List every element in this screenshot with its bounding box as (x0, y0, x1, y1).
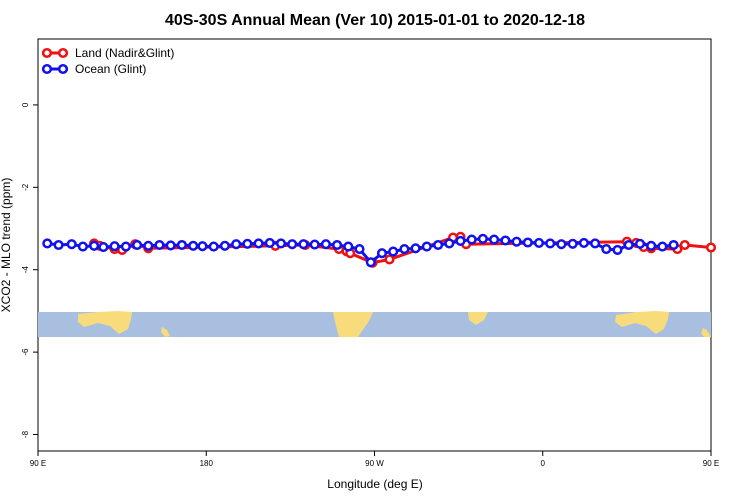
land-south-america (333, 312, 373, 337)
data-point-ocean (612, 244, 623, 255)
data-point-ocean (66, 239, 77, 250)
data-point-ocean (332, 239, 343, 251)
x-axis-label: Longitude (deg E) (327, 477, 422, 491)
x-tick-label: 90 W (365, 459, 384, 468)
axes: 90 E 180 90 W 0 90 E 0 -2 -4 -6 -8 (21, 102, 719, 468)
data-point-ocean (165, 240, 176, 251)
legend-marker-ocean (41, 63, 53, 75)
data-point-ocean (634, 238, 646, 249)
data-point-ocean (197, 241, 208, 252)
data-point-ocean (668, 239, 679, 251)
data-point-ocean (601, 244, 612, 255)
data-point-ocean (309, 239, 320, 250)
data-point-ocean (132, 239, 143, 251)
data-point-ocean (376, 248, 388, 259)
legend-marker-land (57, 47, 69, 59)
data-point-ocean (578, 237, 589, 248)
data-point-ocean (343, 241, 354, 252)
data-point-land (679, 239, 690, 251)
y-tick-label: -8 (21, 430, 30, 438)
y-tick-label: -4 (21, 266, 30, 274)
data-point-ocean (253, 238, 264, 249)
data-point-ocean (489, 234, 500, 245)
data-point-ocean (120, 241, 131, 252)
x-tick-label: 0 (541, 459, 546, 468)
legend-marker-ocean (57, 63, 69, 75)
data-point-ocean (646, 240, 657, 251)
data-point-ocean (623, 239, 634, 251)
y-tick-label: -2 (21, 183, 30, 191)
series-ocean (42, 233, 679, 268)
data-point-ocean (365, 257, 376, 268)
data-point-ocean (143, 240, 154, 251)
data-point-ocean (298, 239, 309, 250)
data-point-ocean (657, 241, 668, 252)
land-south-africa (468, 312, 488, 325)
data-point-ocean (354, 244, 365, 255)
data-point-ocean (231, 239, 242, 250)
data-point-ocean (500, 235, 511, 246)
land-australia-east (615, 311, 669, 334)
data-point-ocean (421, 241, 432, 252)
data-point-ocean (287, 239, 298, 250)
data-point-ocean (433, 239, 444, 251)
data-point-ocean (522, 237, 533, 248)
data-point-ocean (466, 234, 477, 245)
data-point-ocean (511, 236, 522, 247)
data-point-ocean (77, 241, 88, 252)
data-point-ocean (320, 239, 331, 250)
data-point-ocean (154, 239, 165, 251)
data-point-ocean (590, 238, 601, 249)
y-tick-label: -6 (21, 348, 30, 356)
data-point-ocean (98, 242, 109, 253)
data-point-ocean (176, 239, 187, 251)
data-point-ocean (109, 241, 120, 252)
data-point-ocean (477, 233, 488, 244)
data-point-ocean (42, 238, 53, 249)
data-point-ocean (89, 240, 100, 251)
map-ocean (38, 312, 711, 337)
data-point-ocean (545, 238, 556, 249)
legend-marker-land (41, 47, 53, 59)
data-point-ocean (242, 238, 253, 249)
data-point-ocean (567, 238, 578, 249)
data-point-ocean (388, 246, 399, 257)
data-point-ocean (53, 239, 64, 251)
x-tick-label: 90 E (703, 459, 719, 468)
data-point-ocean (219, 240, 230, 251)
data-point-ocean (275, 238, 287, 249)
chart-title: 40S-30S Annual Mean (Ver 10) 2015-01-01 … (165, 12, 585, 29)
data-point-ocean (455, 235, 466, 246)
data-point-ocean (556, 239, 567, 250)
data-point-ocean (208, 241, 219, 252)
legend-label-land: Land (Nadir&Glint) (75, 46, 174, 60)
data-point-ocean (399, 244, 410, 255)
legend-label-ocean: Ocean (Glint) (75, 62, 146, 76)
x-tick-label: 180 (200, 459, 214, 468)
data-point-ocean (444, 238, 455, 249)
legend: Land (Nadir&Glint) Ocean (Glint) (41, 46, 174, 76)
land-new-zealand-west (161, 327, 170, 337)
map-background-band (38, 311, 711, 337)
data-point-ocean (188, 240, 199, 251)
y-axis-label: XCO2 - MLO trend (ppm) (0, 178, 13, 313)
y-tick-label: 0 (21, 102, 30, 107)
data-point-ocean (264, 237, 275, 248)
land-australia-west (78, 311, 132, 334)
data-point-land (384, 254, 395, 265)
x-tick-label: 90 E (30, 459, 46, 468)
data-point-ocean (410, 243, 421, 254)
data-point-land (705, 242, 717, 253)
series-layer (42, 231, 717, 268)
land-new-zealand-east (701, 328, 711, 337)
data-point-ocean (533, 237, 545, 248)
